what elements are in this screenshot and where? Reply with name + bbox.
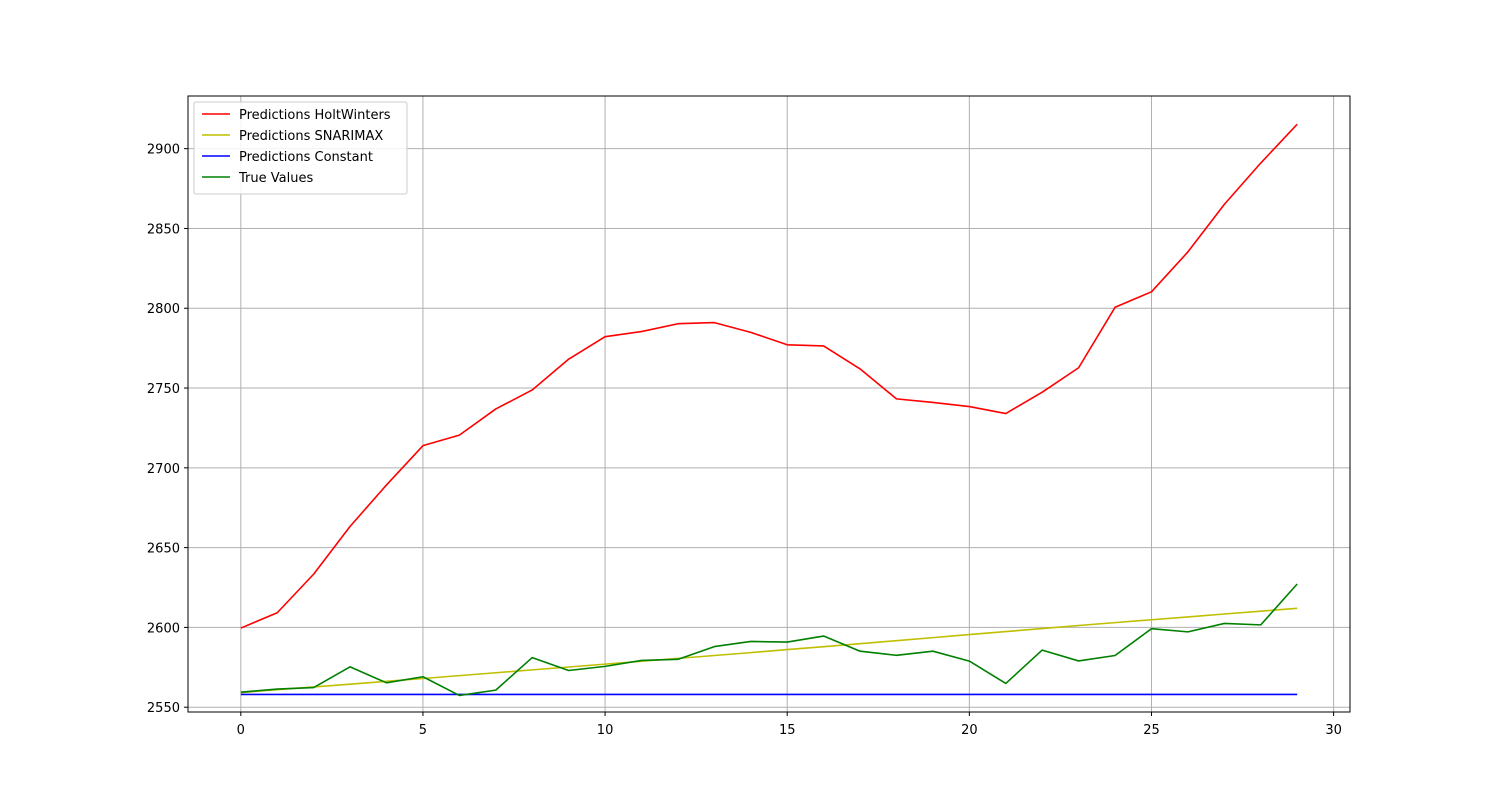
legend-box	[193, 101, 408, 195]
y-tick-label: 2700	[147, 462, 180, 477]
x-tick-label: 15	[779, 723, 796, 738]
y-tick-label: 2650	[147, 542, 180, 557]
plot-area	[188, 96, 1350, 712]
x-tick-label: 25	[1143, 723, 1160, 738]
x-tick-label: 0	[237, 723, 245, 738]
legend-label-predictions-snarimax: Predictions SNARIMAX	[239, 129, 383, 144]
x-tick-label: 30	[1325, 723, 1342, 738]
x-tick-label: 5	[419, 723, 427, 738]
legend-label-predictions-holtwinters: Predictions HoltWinters	[239, 108, 391, 123]
y-tick-label: 2800	[147, 302, 180, 317]
y-tick-label: 2750	[147, 382, 180, 397]
legend-label-predictions-constant: Predictions Constant	[239, 150, 373, 165]
y-tick-label: 2600	[147, 621, 180, 636]
y-tick-label: 2850	[147, 222, 180, 237]
axis-ticks: 0 5 10 15 20 25 30 2550 2600 2650 2700 2750 2800 2850…	[147, 143, 1342, 738]
legend-label-true-values: True Values	[238, 171, 313, 186]
x-tick-label: 20	[961, 723, 978, 738]
plot-frame	[187, 95, 1351, 713]
series-lines	[240, 123, 1298, 697]
y-tick-label: 2550	[147, 701, 180, 716]
series-line-predictions-snarimax	[240, 607, 1298, 694]
x-tick-label: 10	[597, 723, 614, 738]
series-line-predictions-holtwinters	[240, 123, 1298, 629]
series-line-true-values	[240, 583, 1298, 697]
y-tick-label: 2900	[147, 143, 180, 158]
legend: Predictions HoltWinters Predictions SNARI…	[193, 101, 408, 195]
